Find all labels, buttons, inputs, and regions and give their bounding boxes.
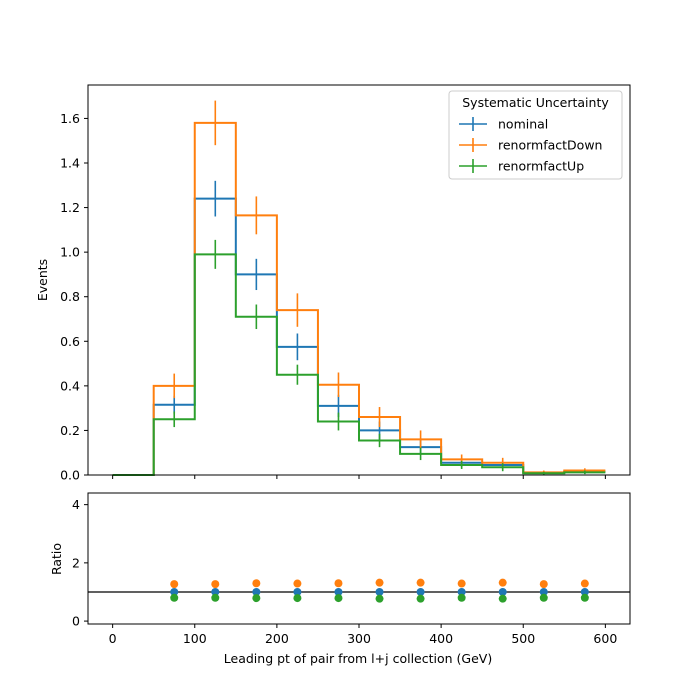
x-tick-label: 100: [183, 631, 207, 646]
top-plot-area: [112, 100, 606, 476]
ratio-point-renormfactUp: [498, 594, 507, 603]
top-y-axis-label: Events: [35, 259, 50, 301]
ratio-point-renormfactDown: [498, 578, 507, 587]
top-y-tick-label: 0.4: [60, 378, 80, 393]
legend-box: [448, 90, 623, 180]
ratio-point-renormfactDown: [252, 579, 261, 588]
top-y-tick-label: 0.8: [60, 289, 80, 304]
x-tick-label: 300: [347, 631, 371, 646]
ratio-point-nominal: [457, 587, 466, 596]
ratio-point-renormfactUp: [539, 593, 548, 602]
legend-label-renormfactUp: renormfactUp: [498, 159, 584, 174]
ratio-point-renormfactDown: [334, 579, 343, 588]
x-axis-label: Leading pt of pair from l+j collection (…: [224, 651, 492, 666]
legend-title: Systematic Uncertainty: [462, 95, 609, 110]
top-y-tick-label: 1.2: [60, 200, 80, 215]
x-tick-label: 0: [109, 631, 117, 646]
x-tick-label: 400: [429, 631, 453, 646]
ratio-point-nominal: [580, 587, 589, 596]
legend-label-nominal: nominal: [498, 117, 548, 132]
ratio-point-nominal: [252, 587, 261, 596]
bottom-y-axis-label: Ratio: [49, 543, 64, 575]
bottom-y-tick-label: 4: [72, 497, 80, 512]
ratio-point-renormfactUp: [580, 593, 589, 602]
top-y-tick-label: 0.2: [60, 423, 80, 438]
ratio-point-renormfactUp: [211, 593, 220, 602]
top-y-tick-label: 1.6: [60, 111, 80, 126]
ratio-point-renormfactUp: [252, 594, 261, 603]
top-y-tick-label: 0.0: [60, 468, 80, 483]
ratio-point-renormfactDown: [539, 580, 548, 589]
ratio-point-nominal: [498, 587, 507, 596]
ratio-point-nominal: [170, 587, 179, 596]
bottom-plot-frame: [87, 492, 631, 625]
ratio-point-renormfactUp: [416, 594, 425, 603]
ratio-point-renormfactDown: [375, 578, 384, 587]
ratio-point-nominal: [539, 587, 548, 596]
ratio-point-renormfactUp: [334, 594, 343, 603]
x-tick-label: 500: [511, 631, 535, 646]
ratio-point-renormfactUp: [293, 594, 302, 603]
ratio-point-nominal: [375, 587, 384, 596]
histogram-renormfactDown: [112, 121, 606, 476]
ratio-point-renormfactDown: [416, 578, 425, 587]
ratio-point-renormfactDown: [580, 579, 589, 588]
legend-label-renormfactDown: renormfactDown: [498, 138, 602, 153]
bottom-y-tick-label: 2: [72, 555, 80, 570]
ratio-point-nominal: [416, 587, 425, 596]
ratio-point-renormfactUp: [170, 593, 179, 602]
ratio-point-renormfactDown: [293, 579, 302, 588]
bottom-plot-area: [88, 578, 630, 603]
top-y-tick-label: 0.6: [60, 334, 80, 349]
ratio-point-nominal: [334, 587, 343, 596]
top-y-tick-label: 1.0: [60, 245, 80, 260]
legend: Systematic Uncertainty nominal renormfact…: [448, 90, 623, 180]
ratio-point-renormfactUp: [457, 593, 466, 602]
ratio-point-renormfactDown: [170, 580, 179, 589]
bottom-y-tick-label: 0: [72, 614, 80, 629]
ratio-point-renormfactDown: [457, 579, 466, 588]
histogram-renormfactUp: [112, 253, 606, 476]
top-y-tick-label: 1.4: [60, 156, 80, 171]
ratio-point-renormfactDown: [211, 580, 220, 589]
x-tick-label: 200: [265, 631, 289, 646]
x-tick-label: 600: [593, 631, 617, 646]
ratio-point-nominal: [211, 587, 220, 596]
ratio-point-renormfactUp: [375, 594, 384, 603]
ratio-point-nominal: [293, 587, 302, 596]
